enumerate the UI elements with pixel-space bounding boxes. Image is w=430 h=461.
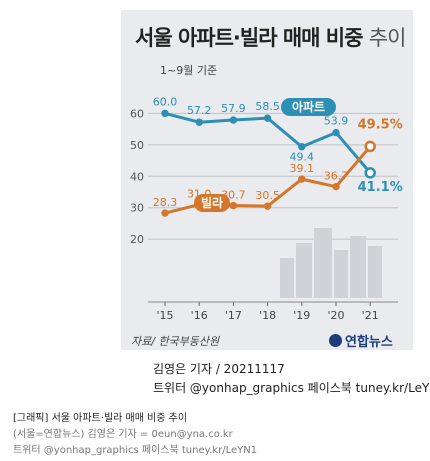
y-tick-label: 60 <box>130 107 144 120</box>
data-label: 30.5 <box>255 189 280 202</box>
data-point <box>161 209 169 217</box>
data-point <box>263 202 272 210</box>
data-point <box>298 143 306 151</box>
data-label: 49.5% <box>358 117 403 132</box>
legend-label: 아파트 <box>292 99 325 114</box>
data-label: 57.2 <box>187 104 212 117</box>
x-tick-label: '17 <box>225 309 242 322</box>
data-label: 41.1% <box>358 180 403 195</box>
chart-subtitle: 1~9월 기준 <box>160 64 218 77</box>
y-tick-label: 30 <box>130 202 144 215</box>
data-point <box>298 175 306 183</box>
building-shape <box>368 246 382 298</box>
reporter-credit: 김영은 기자 / 20211117 <box>153 362 285 376</box>
x-tick-label: '19 <box>293 309 310 322</box>
data-label: 57.9 <box>221 102 246 115</box>
x-tick-label: '15 <box>156 309 173 322</box>
caption-byline: (서울=연합뉴스) 김영은 기자 = 0eun@yna.co.kr <box>13 429 233 440</box>
data-point <box>364 167 376 179</box>
data-label: 28.3 <box>153 196 178 209</box>
caption-title: [그래픽] 서울 아파트·빌라 매매 비중 추이 <box>13 413 188 424</box>
legend-badge <box>281 98 336 116</box>
data-point <box>229 116 238 124</box>
legend-label: 빌라 <box>201 195 223 210</box>
data-point <box>229 201 238 210</box>
data-label: 53.9 <box>324 115 349 128</box>
data-point <box>161 109 169 118</box>
building-shape <box>280 258 294 298</box>
legend-badge <box>194 194 230 212</box>
y-tick-label: 20 <box>130 233 144 246</box>
y-tick-label: 40 <box>130 170 144 183</box>
data-point <box>195 118 203 126</box>
building-shape <box>314 228 332 298</box>
building-shape <box>296 243 312 298</box>
social-credit: 트위터 @yonhap_graphics 페이스북 tuney.kr/LeYN1 <box>153 381 430 395</box>
x-tick-label: '16 <box>191 309 208 322</box>
building-shape <box>334 250 348 298</box>
yonhap-logo: 연합뉴스 <box>329 331 393 350</box>
chart-source: 자료/ 한국부동산원 <box>131 335 220 348</box>
caption-social: 트위터 @yonhap_graphics 페이스북 tuney.kr/LeYN1 <box>13 445 258 456</box>
data-point <box>332 182 340 191</box>
data-point <box>263 114 272 122</box>
data-label: 49.4 <box>290 151 315 164</box>
yonhap-logo-icon <box>329 334 342 347</box>
data-label: 36.7 <box>324 170 349 183</box>
data-label: 60.0 <box>153 95 178 108</box>
data-label: 39.1 <box>290 162 315 175</box>
building-shape <box>350 236 366 298</box>
data-point <box>332 128 340 137</box>
x-tick-label: '21 <box>362 309 379 322</box>
x-tick-label: '18 <box>259 309 276 322</box>
data-point <box>364 140 376 153</box>
y-tick-label: 50 <box>130 139 144 152</box>
data-label: 58.5 <box>255 100 280 113</box>
logo-text: 연합뉴스 <box>345 335 393 350</box>
x-tick-label: '20 <box>327 309 344 322</box>
chart-title: 서울 아파트·빌라 매매 비중 추이 <box>135 26 406 50</box>
